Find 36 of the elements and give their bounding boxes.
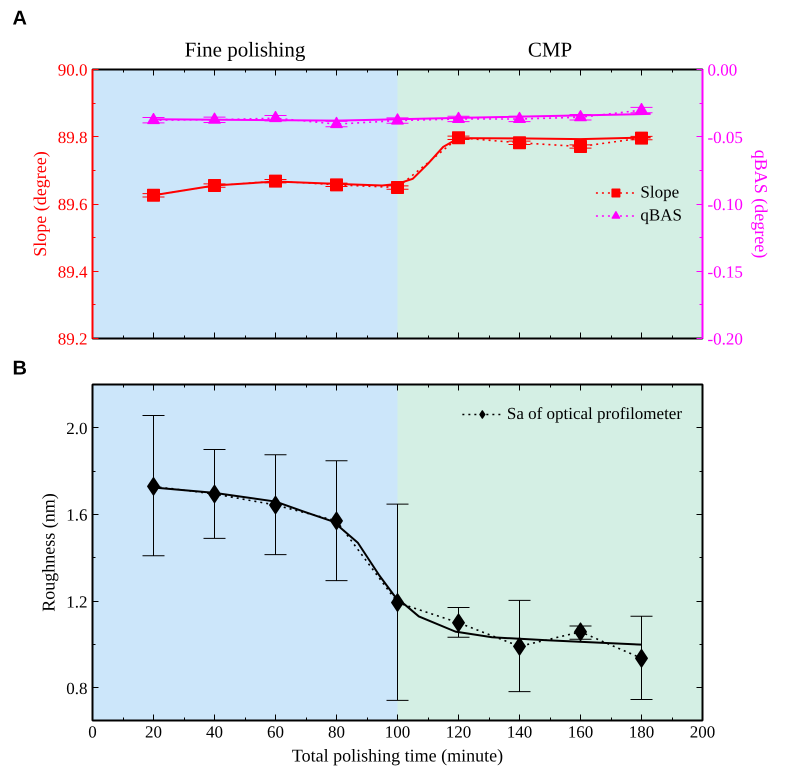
y-axis-title: Slope (degree) [30,151,50,257]
band-label: CMP [528,38,572,62]
x-tick-label: 60 [267,722,284,742]
legend-label: Slope [640,182,680,202]
x-tick-label: 200 [690,722,716,742]
x-tick-label: 180 [628,722,654,742]
y-tick-label: 2.0 [66,418,88,438]
y2-axis-title: qBAS (degree) [750,150,771,258]
x-tick-label: 80 [328,722,345,742]
x-axis-title: Total polishing time (minute) [292,746,504,766]
y-tick-label: 89.6 [58,195,88,214]
x-tick-label: 40 [206,722,223,742]
legend-label: qBAS [640,205,682,225]
y-tick-label: 1.6 [66,506,88,525]
y2-tick-label: 0.00 [708,60,738,80]
x-tick-label: 140 [506,722,532,742]
y-tick-label: 1.2 [66,592,88,612]
text: A [12,8,27,30]
y-axis-title: Roughness (nm) [38,493,58,612]
y-tick-label: 89.8 [58,128,88,147]
y2-tick-label: -0.10 [708,195,743,214]
x-tick-label: 100 [384,722,410,742]
legend-label: Sa of optical profilometer [506,404,682,424]
x-tick-label: 20 [145,722,162,742]
y2-tick-label: -0.20 [708,330,743,348]
y-tick-label: 0.8 [66,678,88,698]
y2-tick-label: -0.05 [708,128,743,147]
band-label: Fine polishing [184,38,306,62]
x-tick-label: 160 [568,722,594,742]
y-tick-label: 90.0 [58,60,88,80]
y-tick-label: 89.4 [58,262,88,282]
x-tick-label: 0 [88,722,97,742]
y2-tick-label: -0.15 [708,262,743,282]
y-tick-label: 89.2 [58,330,88,348]
x-tick-label: 120 [446,722,472,742]
text: B [12,358,27,380]
